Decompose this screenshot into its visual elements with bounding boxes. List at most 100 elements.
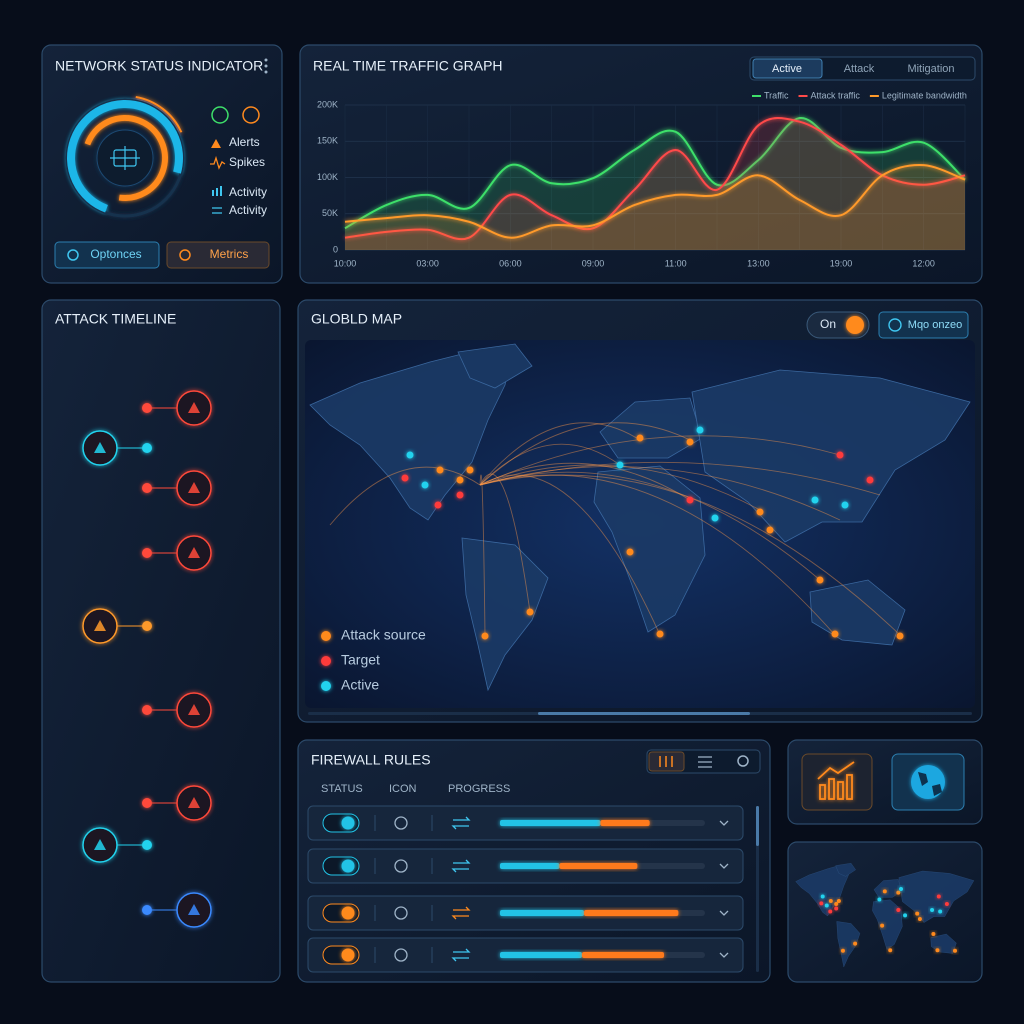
map-dot — [831, 630, 839, 638]
map-dot — [456, 491, 464, 499]
toggle-knob — [341, 906, 355, 920]
settings-icon[interactable] — [737, 755, 749, 767]
tab-label[interactable]: Mitigation — [907, 63, 954, 75]
area — [345, 117, 965, 250]
column-header: PROGRESS — [448, 783, 510, 795]
mini-map-dot — [880, 923, 885, 928]
map-dot — [816, 576, 824, 584]
map-dot — [616, 461, 624, 469]
x-tick-label: 09:00 — [582, 258, 605, 268]
event-glyph — [94, 620, 106, 631]
tab-active[interactable] — [752, 58, 823, 79]
event-glyph — [94, 839, 106, 850]
y-tick-label: 150K — [317, 136, 338, 146]
mini-map-dot — [834, 902, 839, 906]
legend-dot — [321, 656, 331, 666]
area — [345, 118, 965, 250]
expand-chevron[interactable] — [719, 820, 729, 826]
x-tick-label: 13:00 — [747, 258, 770, 268]
map-dot — [841, 501, 849, 509]
legend-dot — [321, 631, 331, 641]
button-label: Mqo onzeo — [908, 319, 962, 331]
progress-segment — [500, 952, 582, 958]
mini-map-dot — [834, 906, 839, 911]
button-label: Metrics — [210, 247, 249, 261]
activity-icon — [212, 186, 222, 196]
mini-map-dot — [819, 901, 824, 906]
map-dot — [766, 526, 774, 534]
chart-card[interactable] — [801, 753, 873, 811]
event-glyph — [188, 797, 200, 808]
line — [344, 117, 966, 241]
tab-label[interactable]: Attack — [844, 63, 875, 75]
map-dot — [456, 476, 464, 484]
panel-title: REAL TIME TRAFFIC GRAPH — [313, 58, 503, 74]
legend-label: Attack source — [341, 627, 426, 643]
x-tick-label: 12:00 — [912, 258, 935, 268]
mini-map-dot — [935, 948, 940, 953]
expand-chevron[interactable] — [719, 952, 729, 958]
line — [344, 164, 966, 239]
map-dot — [836, 451, 844, 459]
progress-segment — [500, 820, 601, 826]
attack-arc — [479, 466, 841, 521]
map-dot — [686, 438, 694, 446]
timeline-node — [142, 798, 152, 808]
x-tick-label: 11:00 — [665, 258, 687, 268]
flow-icon — [451, 859, 471, 873]
attack-arc — [479, 422, 641, 486]
panel-title: ATTACK TIMELINE — [55, 311, 176, 327]
mini-map-dot — [917, 917, 922, 921]
y-tick-label: 200K — [317, 99, 338, 109]
x-tick-label: 10:00 — [334, 258, 357, 268]
map-dot — [481, 632, 489, 640]
button[interactable] — [54, 241, 160, 269]
flow-icon — [451, 906, 471, 920]
x-tick-label: 03:00 — [416, 258, 439, 268]
panel-title: GLOBLD MAP — [311, 311, 402, 327]
timeline-node — [142, 443, 152, 453]
event-glyph — [188, 704, 200, 715]
mini-map-dot — [824, 903, 829, 908]
attack-arc — [479, 443, 621, 486]
mini-map-dot — [828, 909, 833, 914]
tab-label[interactable]: Active — [772, 63, 802, 75]
map-dot — [626, 548, 634, 556]
map-dot — [711, 514, 719, 522]
scroll-thumb[interactable] — [538, 712, 750, 715]
menu-dots[interactable] — [264, 58, 268, 74]
status-item: Activity — [229, 203, 267, 217]
map-dot — [756, 508, 764, 516]
rule-icon — [394, 816, 408, 830]
timeline-node — [142, 840, 152, 850]
attack-arc — [479, 474, 836, 636]
expand-chevron[interactable] — [719, 863, 729, 869]
event-glyph — [188, 402, 200, 413]
flow-icon — [451, 816, 471, 830]
toggle-label: On — [820, 317, 836, 331]
activity-icon — [212, 207, 222, 214]
button[interactable] — [878, 311, 969, 339]
attack-arc — [479, 461, 881, 496]
status-gauge — [62, 95, 188, 221]
map-dot — [896, 632, 904, 640]
map-dot — [686, 496, 694, 504]
map-dot — [466, 466, 474, 474]
timeline-node — [142, 483, 152, 493]
list-icon[interactable] — [698, 756, 712, 768]
button[interactable] — [166, 241, 270, 269]
event-glyph — [188, 904, 200, 915]
legend-label: Legitimate bandwidth — [882, 90, 967, 100]
mini-map-dot — [936, 894, 941, 899]
attack-arc — [479, 474, 486, 636]
mini-map-dot — [896, 908, 901, 912]
timeline-node — [142, 905, 152, 915]
expand-chevron[interactable] — [719, 910, 729, 916]
filter-icon — [659, 756, 673, 767]
flow-icon — [451, 948, 471, 962]
gear-icon — [179, 249, 191, 261]
scroll-thumb[interactable] — [756, 806, 759, 846]
globe-icon — [911, 765, 945, 799]
legend-label: Active — [341, 677, 379, 693]
